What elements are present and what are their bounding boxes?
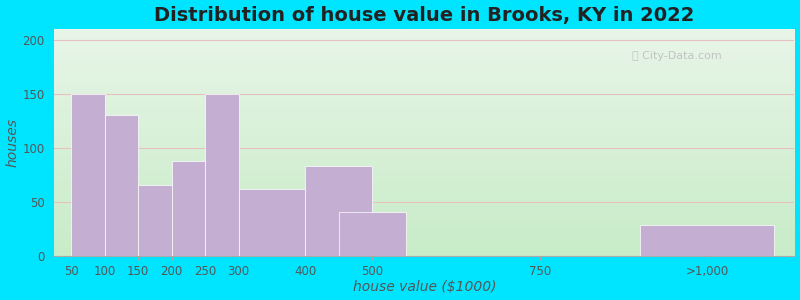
Bar: [306, 166, 373, 256]
Bar: [105, 115, 138, 256]
Bar: [171, 160, 205, 256]
Bar: [238, 189, 306, 256]
Title: Distribution of house value in Brooks, KY in 2022: Distribution of house value in Brooks, K…: [154, 6, 694, 25]
Y-axis label: houses: houses: [6, 118, 19, 167]
Bar: [205, 94, 238, 256]
Bar: [138, 185, 171, 256]
Bar: [71, 94, 105, 256]
Text: ⓘ City-Data.com: ⓘ City-Data.com: [632, 51, 722, 61]
Bar: [640, 225, 774, 256]
Bar: [339, 212, 406, 256]
X-axis label: house value ($1000): house value ($1000): [353, 280, 496, 294]
